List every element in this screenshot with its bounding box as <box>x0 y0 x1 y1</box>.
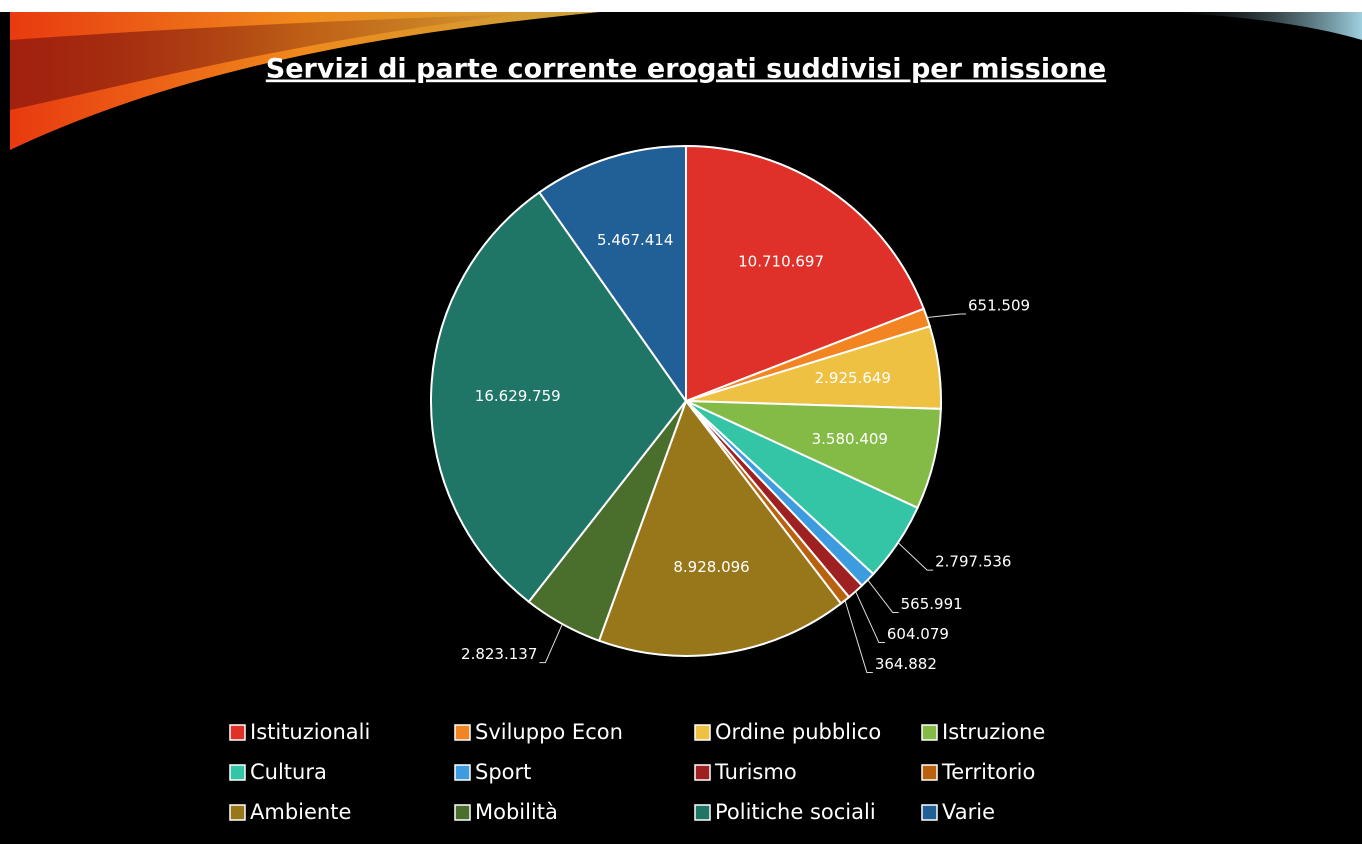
top-border <box>0 0 1362 12</box>
legend-swatch <box>454 804 471 821</box>
data-label: 2.823.137 <box>461 645 537 663</box>
legend-label: Varie <box>942 800 995 824</box>
legend-swatch <box>694 724 711 741</box>
legend-swatch <box>229 764 246 781</box>
leader-line <box>855 591 885 643</box>
pie-slice <box>537 144 687 405</box>
legend-swatch <box>921 764 938 781</box>
legend-swatch <box>694 764 711 781</box>
pie-slice <box>430 191 688 604</box>
legend-label: Ordine pubblico <box>715 720 881 744</box>
legend-swatch <box>454 724 471 741</box>
data-label: 10.710.697 <box>738 253 824 271</box>
data-label: 8.928.096 <box>673 558 749 576</box>
leader-line <box>897 542 934 571</box>
data-label: 2.925.649 <box>815 369 891 387</box>
data-label: 5.467.414 <box>597 231 673 249</box>
legend-label: Istituzionali <box>250 720 370 744</box>
legend-swatch <box>694 804 711 821</box>
legend-label: Turismo <box>714 760 797 784</box>
legend-label: Politiche sociali <box>715 800 876 824</box>
legend-label: Sviluppo Econ <box>475 720 623 744</box>
legend-swatch <box>921 804 938 821</box>
legend-swatch <box>229 724 246 741</box>
chart-title: Servizi di parte corrente erogati suddiv… <box>266 54 1106 85</box>
legend-swatch <box>921 724 938 741</box>
legend-label: Sport <box>475 760 531 784</box>
pie-slice <box>685 144 926 403</box>
legend-swatch <box>454 764 471 781</box>
pie-slice <box>597 398 843 657</box>
legend-label: Istruzione <box>942 720 1045 744</box>
legend-label: Cultura <box>250 760 327 784</box>
leader-line <box>844 600 873 673</box>
leader-line <box>867 579 899 613</box>
data-label: 651.509 <box>968 297 1030 315</box>
leader-line <box>926 313 967 318</box>
data-label: 3.580.409 <box>812 430 888 448</box>
legend-label: Mobilità <box>475 800 558 824</box>
leader-line <box>539 623 563 664</box>
decor-swoosh <box>10 14 520 110</box>
legend-label: Territorio <box>941 760 1035 784</box>
data-label: 604.079 <box>887 625 949 643</box>
data-label: 565.991 <box>901 595 963 613</box>
data-label: 364.882 <box>875 655 937 673</box>
legend-label: Ambiente <box>250 800 351 824</box>
decor-swoosh <box>1150 12 1362 40</box>
data-label: 16.629.759 <box>475 387 561 405</box>
legend-swatch <box>229 804 246 821</box>
data-label: 2.797.536 <box>935 553 1011 571</box>
